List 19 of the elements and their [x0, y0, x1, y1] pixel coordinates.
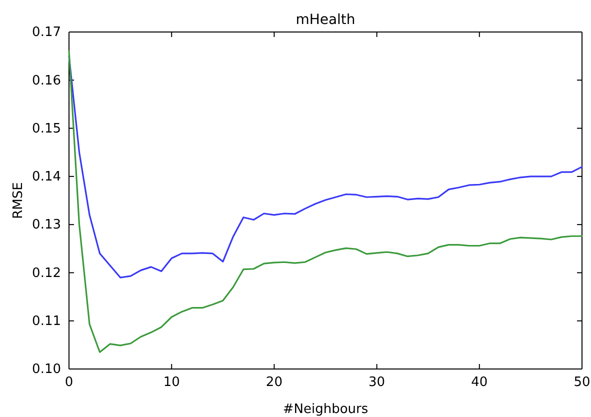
y-tick-label: 0.11: [32, 314, 61, 330]
y-tick-label: 0.13: [32, 218, 61, 233]
x-tick-label: 20: [266, 375, 282, 390]
line-series: [68, 50, 583, 353]
y-tick-label: 0.14: [32, 170, 61, 185]
y-tick-label: 0.15: [32, 121, 61, 136]
x-tick-label: 50: [574, 375, 590, 390]
y-axis-title: RMSE: [11, 182, 26, 219]
y-tick-label: 0.17: [32, 25, 61, 40]
x-tick-label: 30: [368, 375, 386, 390]
chart-title: mHealth: [296, 12, 356, 28]
line-series: [68, 55, 583, 278]
y-tick-label: 0.12: [32, 266, 61, 281]
x-tick-label: 40: [471, 375, 488, 390]
y-tick-label: 0.10: [32, 362, 61, 378]
x-tick-label: 0: [64, 375, 74, 390]
x-tick-label: 10: [163, 375, 180, 390]
x-axis-title: #Neighbours: [282, 402, 368, 417]
y-tick-label: 0.16: [32, 73, 61, 88]
